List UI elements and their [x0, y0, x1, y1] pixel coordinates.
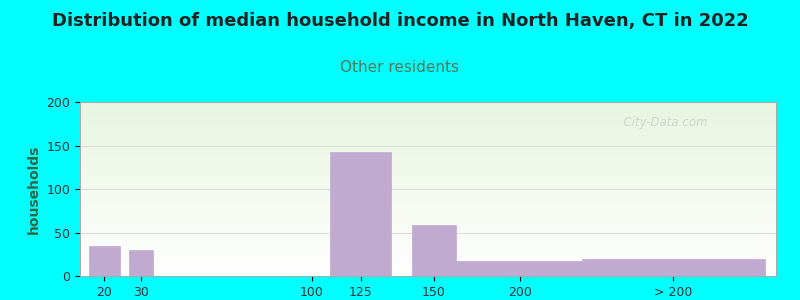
Bar — [89, 245, 120, 276]
Text: Distribution of median household income in North Haven, CT in 2022: Distribution of median household income … — [52, 12, 748, 30]
Bar — [129, 250, 154, 276]
Bar — [330, 152, 391, 276]
Text: City-Data.com: City-Data.com — [616, 116, 707, 129]
Y-axis label: households: households — [27, 144, 41, 234]
Text: Other residents: Other residents — [341, 60, 459, 75]
Bar — [582, 259, 765, 276]
Bar — [453, 261, 586, 276]
Bar — [412, 225, 456, 276]
